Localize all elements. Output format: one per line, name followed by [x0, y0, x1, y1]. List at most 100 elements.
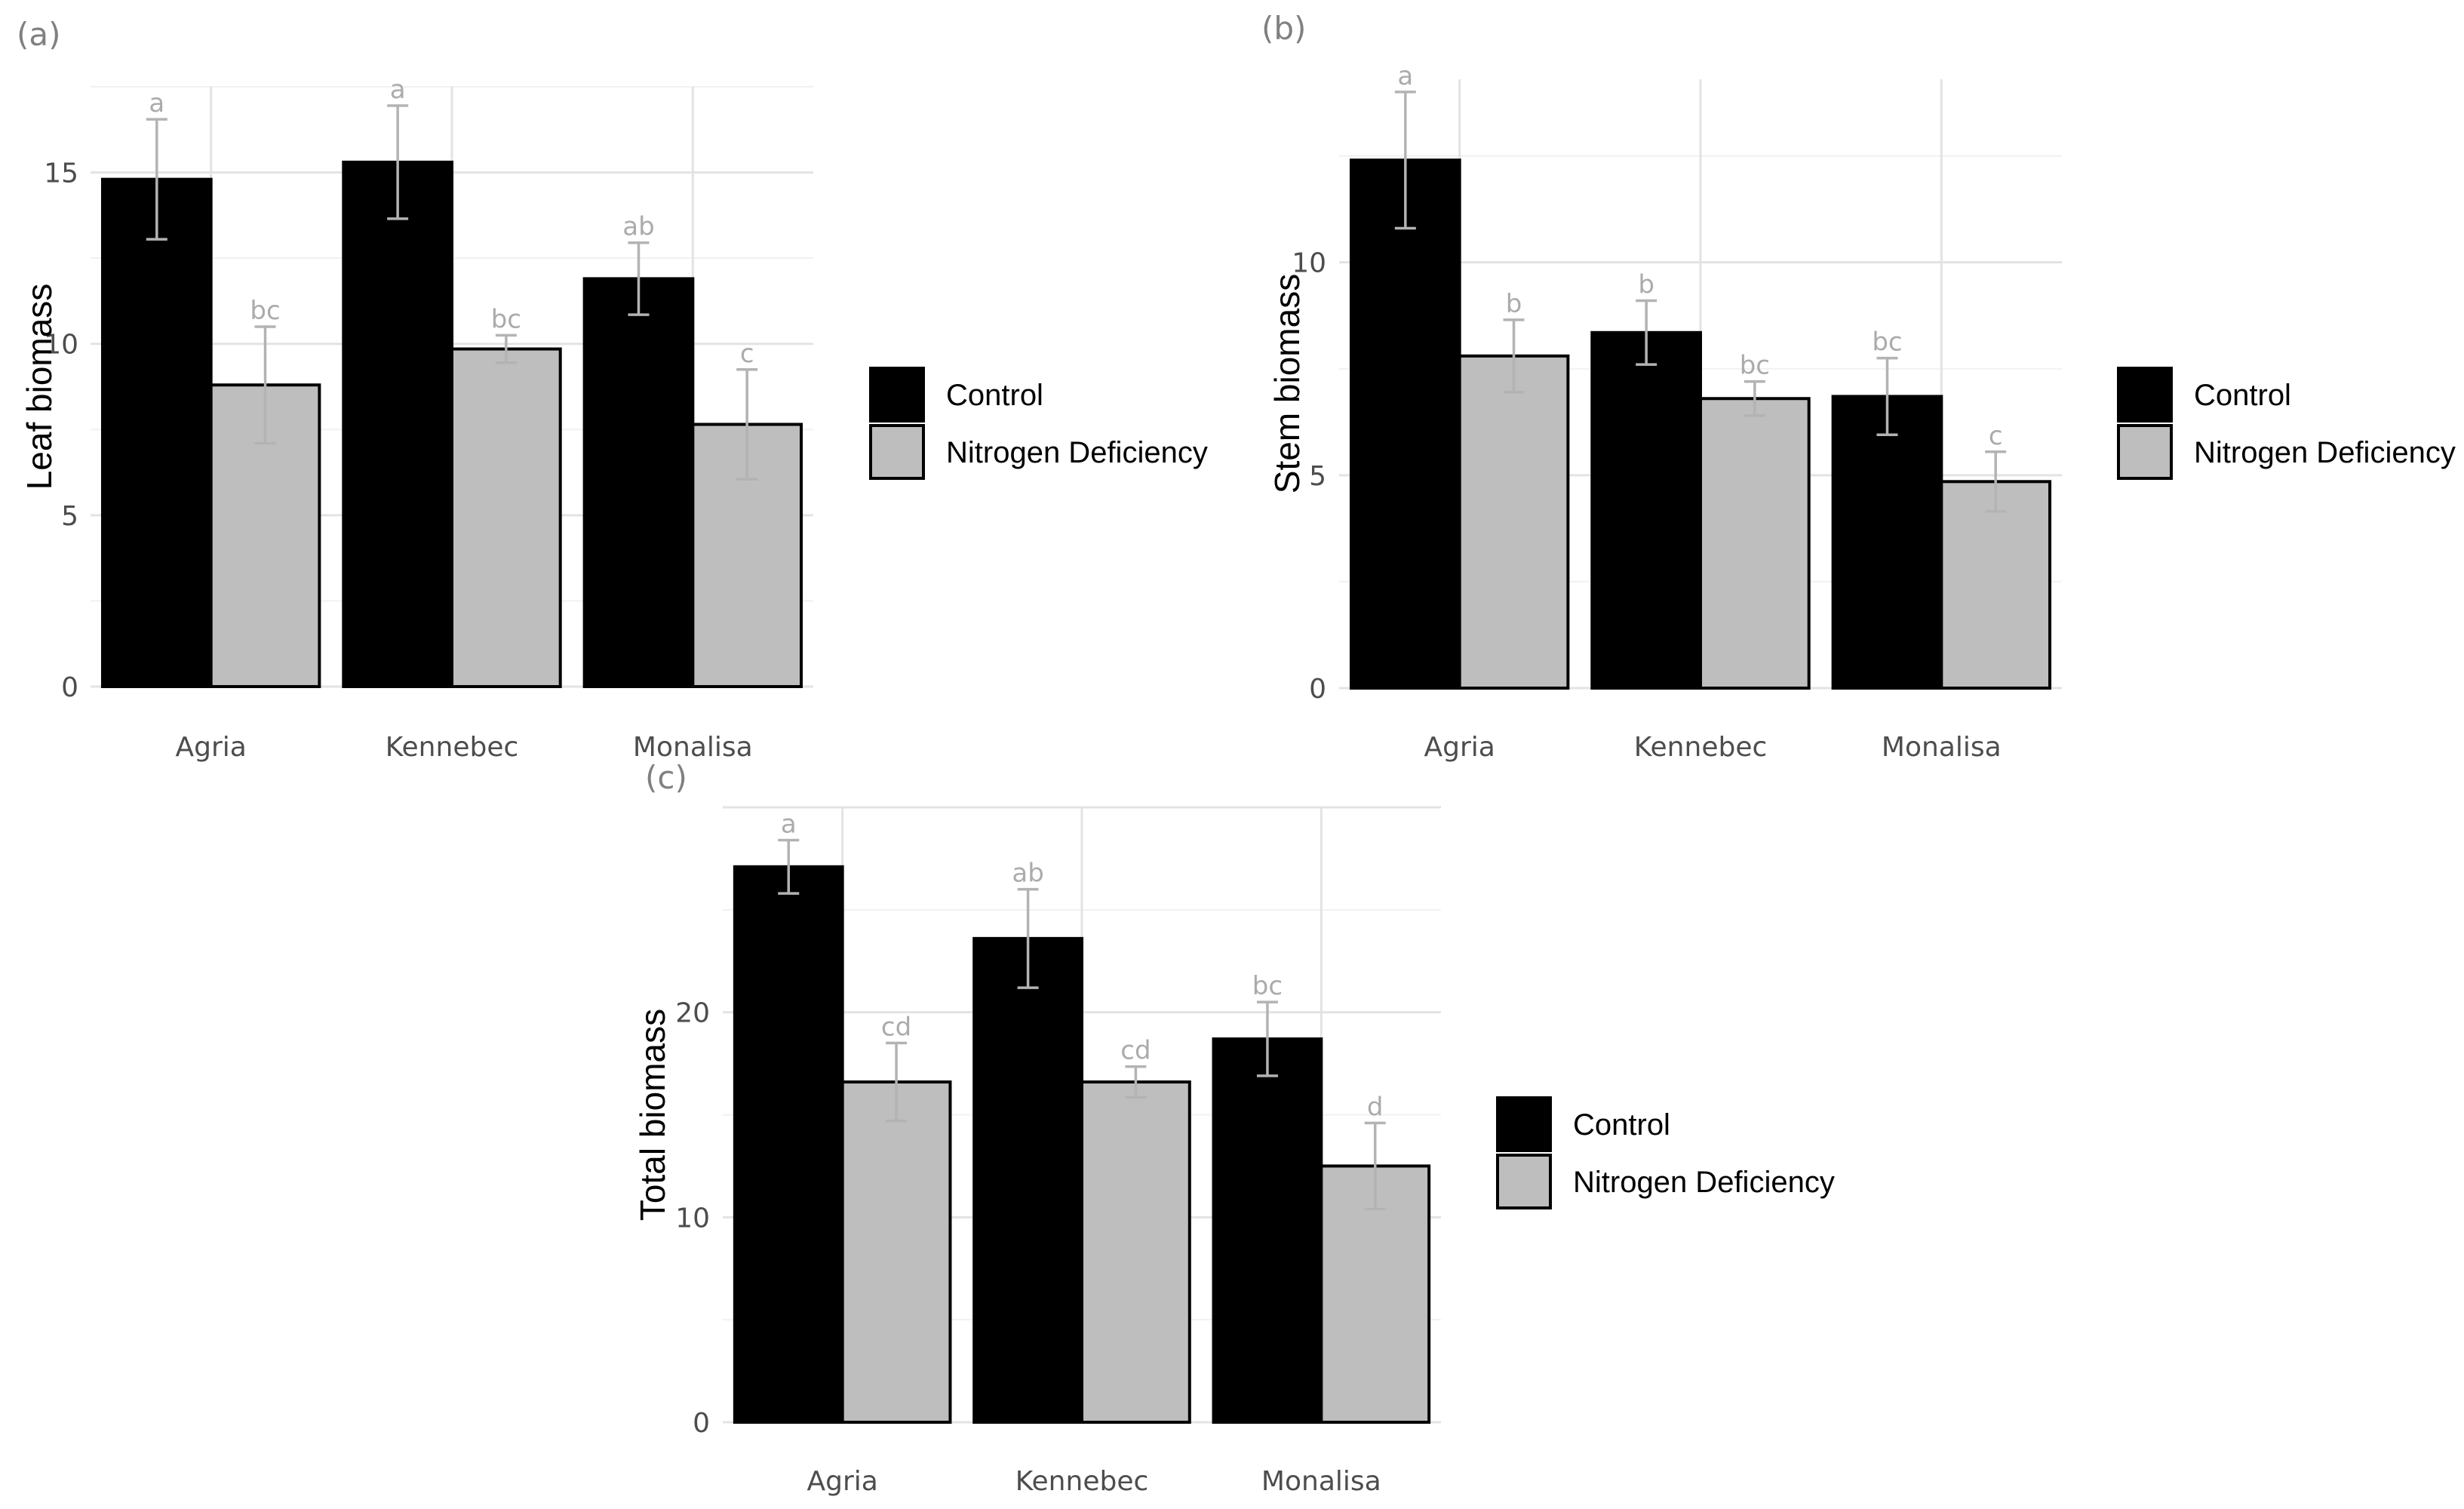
series-control: a ab bc: [733, 809, 1323, 1424]
bar: [1080, 1080, 1191, 1424]
significance-letter: bc: [1252, 971, 1283, 1001]
bar: [733, 865, 844, 1424]
error-bar: [1394, 91, 1416, 230]
bar: [972, 936, 1083, 1424]
x-tick-label-kennebec: Kennebec: [386, 732, 519, 763]
legend: Control Nitrogen Deficiency: [1496, 1096, 1835, 1209]
legend-label: Control: [946, 379, 1043, 412]
bar: [342, 160, 453, 688]
series-nitrogen-deficiency: b bc c: [1458, 289, 2052, 690]
error-bar: [886, 1041, 908, 1123]
error-bar: [1985, 450, 2007, 513]
significance-letter: a: [781, 809, 797, 839]
significance-letter: cd: [1120, 1036, 1151, 1066]
panel-label: (b): [1261, 10, 1306, 47]
bar: [1590, 330, 1703, 690]
significance-letter: a: [1397, 61, 1413, 91]
significance-letter: ab: [622, 212, 654, 242]
panel-b: 0 5 10 Agria Kennebec Monalisa a b bc b bc c Stem bi…: [1261, 10, 2456, 763]
bar: [1940, 480, 2052, 690]
x-tick-label-kennebec: Kennebec: [1015, 1466, 1149, 1497]
series-nitrogen-deficiency: cd cd d: [840, 1012, 1431, 1424]
bar: [100, 177, 213, 688]
legend-swatch: [869, 367, 925, 423]
x-tick-label-agria: Agria: [1424, 732, 1495, 763]
error-bar: [1017, 887, 1039, 989]
legend: Control Nitrogen Deficiency: [2117, 367, 2456, 480]
bar: [582, 277, 695, 688]
legend-swatch: [1496, 1154, 1552, 1209]
significance-letter: ab: [1012, 859, 1043, 889]
error-bar: [736, 368, 758, 481]
y-axis-title: Leaf biomass: [20, 284, 59, 490]
error-bar: [1364, 1121, 1386, 1211]
y-axis-title: Total biomass: [633, 1009, 672, 1221]
significance-letter: c: [740, 339, 754, 369]
error-bar: [495, 333, 517, 364]
error-bar: [146, 118, 167, 241]
error-bar: [1125, 1065, 1147, 1099]
x-tick-label-agria: Agria: [175, 732, 246, 763]
legend-label: Nitrogen Deficiency: [1573, 1166, 1835, 1199]
series-control: a a ab: [100, 75, 695, 688]
bar: [1458, 354, 1570, 690]
series-control: a b bc: [1349, 61, 1943, 690]
significance-letter: b: [1638, 269, 1654, 300]
legend-label: Control: [2194, 379, 2291, 412]
error-bar: [1256, 1000, 1278, 1077]
y-tick-label: 20: [675, 998, 710, 1029]
legend-label: Control: [1573, 1108, 1670, 1142]
significance-letter: a: [390, 75, 406, 105]
y-tick-label: 15: [44, 158, 78, 189]
y-tick-label: 0: [61, 672, 78, 703]
y-tick-label: 10: [1292, 248, 1326, 279]
error-bar: [1876, 356, 1898, 436]
significance-letter: bc: [491, 304, 521, 334]
y-tick-label: 0: [693, 1408, 710, 1439]
significance-letter: d: [1367, 1092, 1384, 1122]
significance-letter: b: [1506, 289, 1522, 319]
y-tick-label: 5: [61, 501, 78, 532]
bar: [450, 347, 562, 688]
x-tick-label-monalisa: Monalisa: [1261, 1466, 1381, 1497]
error-bar: [1744, 380, 1765, 417]
y-axis-title: Stem biomass: [1267, 274, 1307, 493]
significance-letter: bc: [1872, 327, 1902, 358]
significance-letter: c: [1989, 421, 2003, 451]
panel-a: 0 5 10 15 Agria Kennebec Monalisa a a ab bc bc c Leaf…: [17, 16, 1208, 763]
error-bar: [1503, 318, 1525, 394]
panel-label: (c): [645, 759, 687, 796]
y-tick-label: 10: [675, 1203, 710, 1234]
legend-swatch: [2117, 424, 2173, 480]
bar: [1699, 397, 1811, 690]
error-bar: [778, 838, 800, 895]
x-tick-label-monalisa: Monalisa: [633, 732, 753, 763]
legend-swatch: [869, 424, 925, 480]
significance-letter: bc: [1740, 351, 1770, 381]
x-tick-label-agria: Agria: [806, 1466, 877, 1497]
bar: [1349, 158, 1461, 690]
bar: [1831, 395, 1943, 690]
bar: [840, 1080, 952, 1424]
y-tick-label: 5: [1309, 461, 1326, 492]
legend-swatch: [2117, 367, 2173, 423]
legend: Control Nitrogen Deficiency: [869, 367, 1208, 480]
legend-swatch: [1496, 1096, 1552, 1152]
legend-label: Nitrogen Deficiency: [946, 436, 1208, 469]
significance-letter: cd: [881, 1012, 911, 1042]
y-tick-label: 10: [44, 330, 78, 361]
x-tick-label-monalisa: Monalisa: [1882, 732, 2002, 763]
series-nitrogen-deficiency: bc bc c: [209, 296, 803, 688]
x-tick-label-kennebec: Kennebec: [1634, 732, 1768, 763]
error-bar: [1636, 299, 1658, 366]
significance-letter: a: [149, 88, 164, 118]
significance-letter: bc: [250, 296, 280, 326]
bar: [1212, 1037, 1323, 1424]
error-bar: [254, 325, 276, 445]
panel-c: 0 10 20 Agria Kennebec Monalisa a ab bc cd cd d Tota…: [633, 759, 1835, 1497]
legend-label: Nitrogen Deficiency: [2194, 436, 2456, 469]
y-tick-label: 0: [1309, 674, 1326, 705]
error-bar: [628, 241, 650, 316]
panel-label: (a): [17, 16, 61, 53]
